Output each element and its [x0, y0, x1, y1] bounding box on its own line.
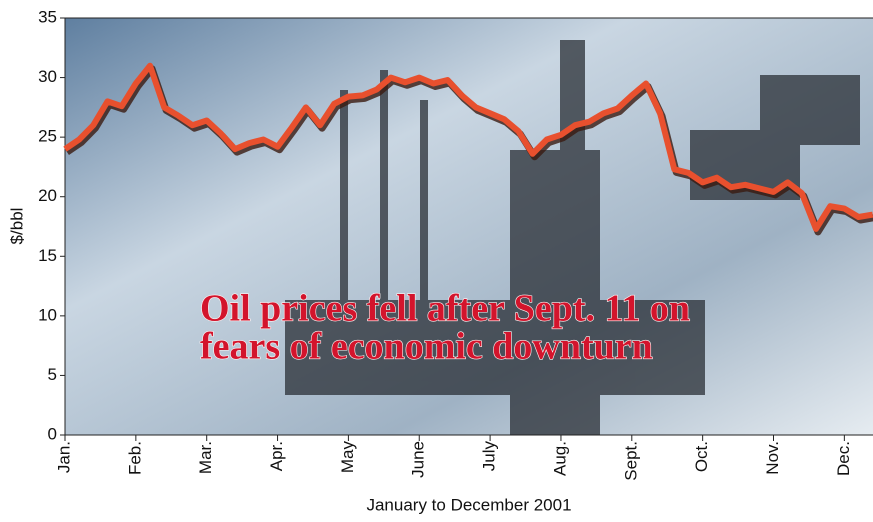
annotation: fears of economic downturn — [200, 326, 653, 368]
y-axis-label: $/bbl — [7, 208, 26, 245]
x-tick-label: Aug. — [550, 441, 569, 476]
y-tick-label: 10 — [38, 305, 57, 324]
x-tick-label: Mar. — [196, 441, 215, 474]
y-tick-label: 35 — [38, 7, 57, 26]
x-tick-label: May — [338, 441, 357, 474]
annotation: Oil prices fell after Sept. 11 on — [200, 288, 690, 330]
y-tick-label: 5 — [48, 365, 57, 384]
x-tick-label: Sept. — [621, 441, 640, 481]
y-tick-label: 30 — [38, 67, 57, 86]
y-tick-label: 20 — [38, 186, 57, 205]
x-tick-label: Dec. — [834, 441, 853, 476]
x-tick-label: Nov. — [763, 441, 782, 475]
x-tick-label: Oct. — [692, 441, 711, 472]
x-tick-label: July — [480, 441, 499, 472]
x-tick-label: June — [409, 441, 428, 478]
line — [63, 62, 873, 232]
y-tick-label: 0 — [48, 424, 57, 443]
x-tick-label: Jan. — [54, 441, 73, 473]
x-tick-label: Feb. — [125, 441, 144, 475]
y-tick-label: 15 — [38, 246, 57, 265]
y-tick-label: 25 — [38, 127, 57, 146]
x-tick-label: Apr. — [267, 441, 286, 471]
x-axis-label: January to December 2001 — [366, 495, 571, 514]
